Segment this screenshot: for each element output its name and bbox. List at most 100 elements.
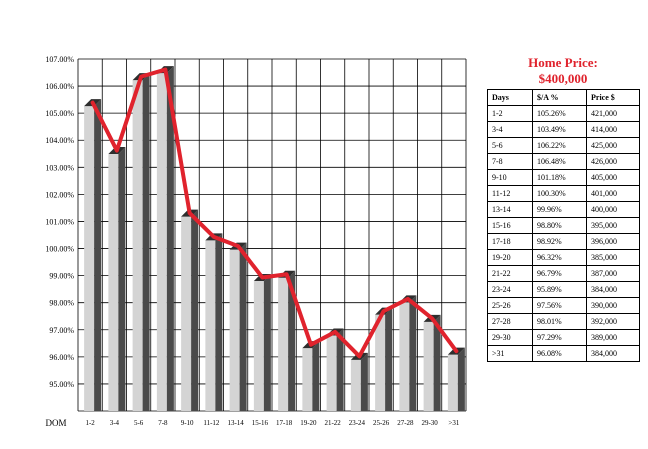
table-row: 3-4 103.49% 414,000 xyxy=(487,121,640,138)
table-row: 1-2 105.26% 421,000 xyxy=(487,105,640,122)
bar-side xyxy=(263,274,271,411)
table-row: 25-26 97.56% 390,000 xyxy=(487,297,640,314)
x-tick-label: 23-24 xyxy=(349,419,366,427)
bar-front xyxy=(423,321,434,411)
price-cell: 400,000 xyxy=(586,201,640,218)
x-tick-label: 19-20 xyxy=(300,419,317,427)
y-tick-label: 102.00% xyxy=(45,190,74,199)
table-row: 29-30 97.29% 389,000 xyxy=(487,329,640,346)
days-cell: 9-10 xyxy=(487,169,533,186)
y-tick-label: 103.00% xyxy=(45,163,74,172)
bar-front xyxy=(278,277,289,411)
days-cell: 11-12 xyxy=(487,185,533,202)
bar-front xyxy=(350,359,361,411)
price-cell: 384,000 xyxy=(586,281,640,298)
bar-front xyxy=(84,106,95,412)
days-cell: 27-28 xyxy=(487,313,533,330)
bar-front xyxy=(375,314,386,411)
bar-side xyxy=(409,295,417,411)
days-cell: 29-30 xyxy=(487,329,533,346)
days-cell: 21-22 xyxy=(487,265,533,282)
days-cell: 5-6 xyxy=(487,137,533,154)
price-cell: 392,000 xyxy=(586,313,640,330)
price-cell: 405,000 xyxy=(586,169,640,186)
pct-cell: 106.48% xyxy=(532,153,587,170)
bar-side xyxy=(360,352,368,411)
table-row: 17-18 98.92% 396,000 xyxy=(487,233,640,250)
y-tick-label: 99.00% xyxy=(49,272,74,281)
table-row: 19-20 96.32% 385,000 xyxy=(487,249,640,266)
price-title-line1: Home Price: xyxy=(528,55,598,70)
price-cell: 401,000 xyxy=(586,185,640,202)
days-cell: 1-2 xyxy=(487,105,533,122)
bar-front xyxy=(326,335,337,411)
price-cell: 390,000 xyxy=(586,297,640,314)
table-row: 27-28 98.01% 392,000 xyxy=(487,313,640,330)
days-cell: 7-8 xyxy=(487,153,533,170)
y-tick-label: 95.00% xyxy=(49,380,74,389)
pct-cell: 97.29% xyxy=(532,329,587,346)
price-cell: 414,000 xyxy=(586,121,640,138)
bar-front xyxy=(229,249,240,411)
price-cell: 389,000 xyxy=(586,329,640,346)
y-tick-label: 106.00% xyxy=(45,82,74,91)
pct-cell: 101.18% xyxy=(532,169,587,186)
price-cell: 421,000 xyxy=(586,105,640,122)
x-tick-label: 25-26 xyxy=(373,419,390,427)
header-pct: $/A % xyxy=(532,89,587,106)
bar-side xyxy=(191,209,199,411)
days-cell: 23-24 xyxy=(487,281,533,298)
days-cell: 19-20 xyxy=(487,249,533,266)
table-row: 11-12 100.30% 401,000 xyxy=(487,185,640,202)
table-row: 13-14 99.96% 400,000 xyxy=(487,201,640,218)
price-panel-title: Home Price: $400,000 xyxy=(487,55,639,87)
bar-front xyxy=(156,73,167,411)
bar-side xyxy=(239,242,247,411)
pct-cell: 97.56% xyxy=(532,297,587,314)
bar-front xyxy=(253,281,264,411)
x-tick-label: 3-4 xyxy=(110,419,120,427)
table-row: 15-16 98.80% 395,000 xyxy=(487,217,640,234)
y-tick-label: 104.00% xyxy=(45,136,74,145)
y-tick-label: 100.00% xyxy=(45,245,74,254)
pct-cell: 96.08% xyxy=(532,345,587,362)
price-cell: 426,000 xyxy=(586,153,640,170)
y-tick-label: 97.00% xyxy=(49,326,74,335)
days-cell: 13-14 xyxy=(487,201,533,218)
table-row: >31 96.08% 384,000 xyxy=(487,345,640,362)
bar-side xyxy=(288,270,296,411)
days-cell: >31 xyxy=(487,345,533,362)
bar-side xyxy=(118,147,126,412)
table-row: 5-6 106.22% 425,000 xyxy=(487,137,640,154)
days-cell: 17-18 xyxy=(487,233,533,250)
x-tick-label: 7-8 xyxy=(158,419,168,427)
days-cell: 3-4 xyxy=(487,121,533,138)
price-cell: 395,000 xyxy=(586,217,640,234)
bar-side xyxy=(94,99,102,412)
bar-front xyxy=(447,354,458,411)
price-table: Days $/A % Price $ 1-2 105.26% 421,000 3-4 1… xyxy=(487,89,640,362)
price-cell: 385,000 xyxy=(586,249,640,266)
table-row: 7-8 106.48% 426,000 xyxy=(487,153,640,170)
bar-front xyxy=(132,80,143,412)
price-cell: 387,000 xyxy=(586,265,640,282)
pct-cell: 103.49% xyxy=(532,121,587,138)
x-tick-label: >31 xyxy=(448,419,459,427)
pct-cell: 98.01% xyxy=(532,313,587,330)
days-cell: 15-16 xyxy=(487,217,533,234)
x-tick-label: 27-28 xyxy=(397,419,414,427)
y-tick-label: 107.00% xyxy=(45,55,74,64)
y-tick-label: 105.00% xyxy=(45,109,74,118)
table-row: 23-24 95.89% 384,000 xyxy=(487,281,640,298)
bar-side xyxy=(457,347,465,411)
bar-side xyxy=(385,307,393,411)
price-cell: 396,000 xyxy=(586,233,640,250)
x-tick-label: 11-12 xyxy=(203,419,220,427)
y-tick-label: 96.00% xyxy=(49,353,74,362)
x-tick-label: 1-2 xyxy=(85,419,95,427)
bar-chart: 95.00% 96.00% 97.00% 98.00% 99.00% 100.00% 101… xyxy=(45,55,467,428)
bar-side xyxy=(166,66,174,411)
bar-side xyxy=(312,341,320,411)
x-tick-label: 15-16 xyxy=(252,419,269,427)
bar-front xyxy=(181,216,192,411)
